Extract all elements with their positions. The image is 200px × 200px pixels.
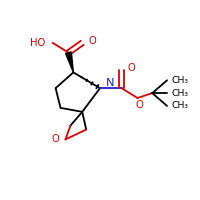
Text: O: O (52, 134, 60, 144)
Text: N: N (106, 78, 114, 88)
Text: CH₃: CH₃ (171, 89, 188, 98)
Text: CH₃: CH₃ (171, 101, 188, 110)
Text: CH₃: CH₃ (171, 76, 188, 85)
Text: HO: HO (30, 38, 45, 48)
Text: O: O (128, 63, 135, 73)
Polygon shape (66, 52, 73, 72)
Text: O: O (88, 36, 96, 46)
Text: O: O (136, 100, 143, 110)
